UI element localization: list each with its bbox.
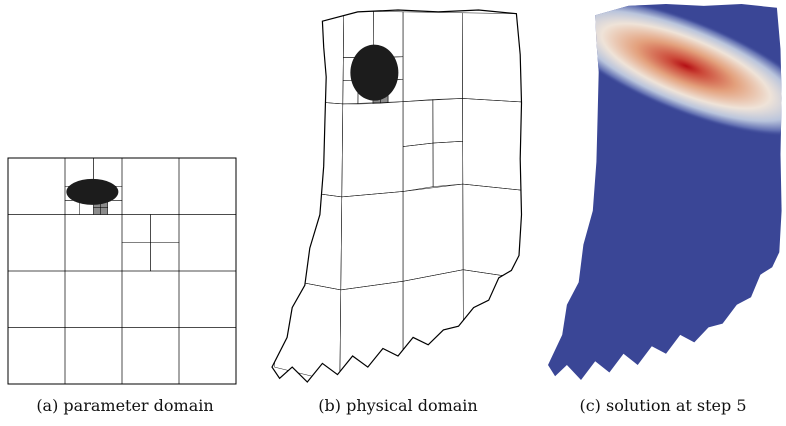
mesh-cell xyxy=(100,207,108,215)
caption-solution: (c) solution at step 5 xyxy=(579,396,747,415)
refinement-blob xyxy=(66,178,119,205)
physical-domain-mesh xyxy=(271,9,523,383)
mesh-cell xyxy=(93,207,101,215)
parameter-domain-mesh xyxy=(7,157,237,385)
caption-parameter-domain: (a) parameter domain xyxy=(36,396,214,415)
mesh-cell xyxy=(462,183,522,279)
mesh-cell xyxy=(462,98,522,191)
panel-physical-domain: (b) physical domain xyxy=(262,0,534,426)
panel-solution: (c) solution at step 5 xyxy=(540,0,786,426)
mesh-cell xyxy=(462,12,522,103)
solution-field xyxy=(548,4,782,380)
caption-physical-domain: (b) physical domain xyxy=(318,396,478,415)
refinement-blob xyxy=(350,44,399,101)
panel-parameter-domain: (a) parameter domain xyxy=(0,0,250,426)
mesh-cell xyxy=(178,327,237,385)
